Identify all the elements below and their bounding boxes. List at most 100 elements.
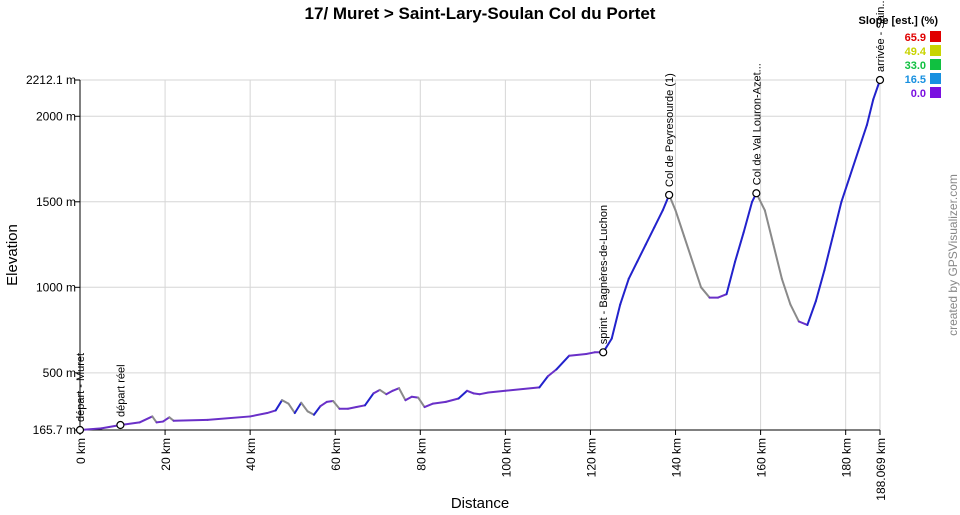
profile-segment [478,391,490,396]
profile-segment [472,392,481,396]
profile-segment [644,226,656,246]
profile-segment [700,286,711,299]
x-tick-label: 40 km [244,438,258,471]
profile-segment [444,397,460,403]
profile-segment [610,303,622,340]
profile-segment [312,405,322,416]
profile-segment [391,387,401,392]
profile-segment [848,149,860,178]
waypoint-label: départ - Muret [75,353,87,422]
profile-segment [281,399,290,405]
x-tick-label: 60 km [329,438,343,471]
profile-segment [155,420,164,424]
profile-segment [797,320,809,326]
waypoint-marker [75,425,85,435]
legend-label: 49.4 [905,46,927,58]
waypoint-label: Col de Val Louron-Azet... [751,63,763,185]
profile-segment [378,388,388,396]
y-axis-label: Elevation [4,224,21,286]
chart-title: 17/ Muret > Saint-Lary-Soulan Col du Por… [305,4,656,23]
profile-segment [742,200,754,234]
profile-segment [772,243,783,280]
x-tick-label: 188.069 km [874,438,888,501]
profile-segment [674,209,686,237]
x-tick-label: 120 km [584,438,598,477]
profile-segment [546,368,558,378]
profile-segment [172,418,209,422]
waypoints: départ - Muret départ réel sprint - Bagnèr… [75,0,887,435]
waypoint-marker [665,190,674,200]
legend-label: 16.5 [905,74,926,86]
profile-segment [306,410,315,416]
y-tick-label: 2212.1 m [26,73,76,87]
profile-segment [417,396,426,409]
y-tick-label: 1000 m [36,280,76,294]
profile-segment [504,386,541,392]
legend-swatch [930,59,941,70]
profile-segment [432,400,447,405]
x-tick-label: 180 km [840,438,854,477]
y-tick-label: 500 m [43,366,76,380]
y-tick-label: 2000 m [36,109,76,123]
legend-label: 33.0 [905,60,926,72]
profile-segment [840,175,851,203]
waypoint-marker [599,348,608,357]
waypoint-label: Col de Peyresourde (1) [664,73,676,187]
profile-segment [831,200,843,237]
legend-title: Slope [est.] (%) [859,15,939,27]
legend-label: 0.0 [911,88,926,100]
x-tick-label: 100 km [499,438,513,477]
y-tick-label: 1500 m [36,195,76,209]
y-tick-label: 165.7 m [33,423,76,437]
profile-segment [355,404,366,409]
profile-segment [274,399,284,412]
legend-label: 65.9 [905,32,926,44]
profile-segment [568,353,588,357]
waypoint-marker [116,420,125,430]
axes [79,80,880,431]
waypoint-label: départ réel [115,364,127,417]
profile-segment [619,277,630,306]
profile-segment [789,303,800,323]
x-ticks: 0 km 20 km 40 km 60 km 80 km 100 km 120 km 140 … [74,430,888,501]
profile-segment [287,402,296,415]
profile-segment [691,260,703,289]
waypoint-marker [875,75,885,85]
legend-swatch [930,31,941,42]
x-tick-label: 20 km [159,438,173,471]
profile-segment [266,409,277,415]
profile-segment [138,415,154,424]
profile-segment [364,392,375,407]
x-tick-label: 80 km [414,438,428,471]
profile-segment [346,406,358,410]
profile-segment [763,209,775,246]
slope-legend: Slope [est.] (%) 65.9 49.4 33.0 16.5 0.0 [859,15,941,100]
x-tick-label: 160 km [755,438,769,477]
profile-segment [332,400,341,410]
grid [80,79,881,430]
profile-segment [814,269,826,302]
profile-segment [585,351,596,356]
legend-swatch [930,73,941,84]
profile-segment [466,389,475,395]
profile-segment [161,416,171,423]
y-ticks: 165.7 m 500 m 1000 m 1500 m 2000 m 2212.1 m [26,73,80,437]
profile-segment [734,231,745,263]
profile-segment [249,412,269,418]
profile-segment [823,235,834,272]
legend-swatch [930,87,941,98]
profile-segment [857,123,868,152]
waypoint-label: sprint - Bagnères-de-Luchon [598,205,610,344]
profile-segment [538,375,549,389]
x-tick-label: 140 km [670,438,684,477]
profile-segment [487,389,507,394]
profile-segment [385,389,394,396]
x-axis-label: Distance [451,495,509,510]
profile-segment [398,387,407,402]
profile-segment [780,277,792,306]
profile-segment [293,401,303,415]
profile-segment [457,389,469,400]
profile-segment [627,260,639,280]
